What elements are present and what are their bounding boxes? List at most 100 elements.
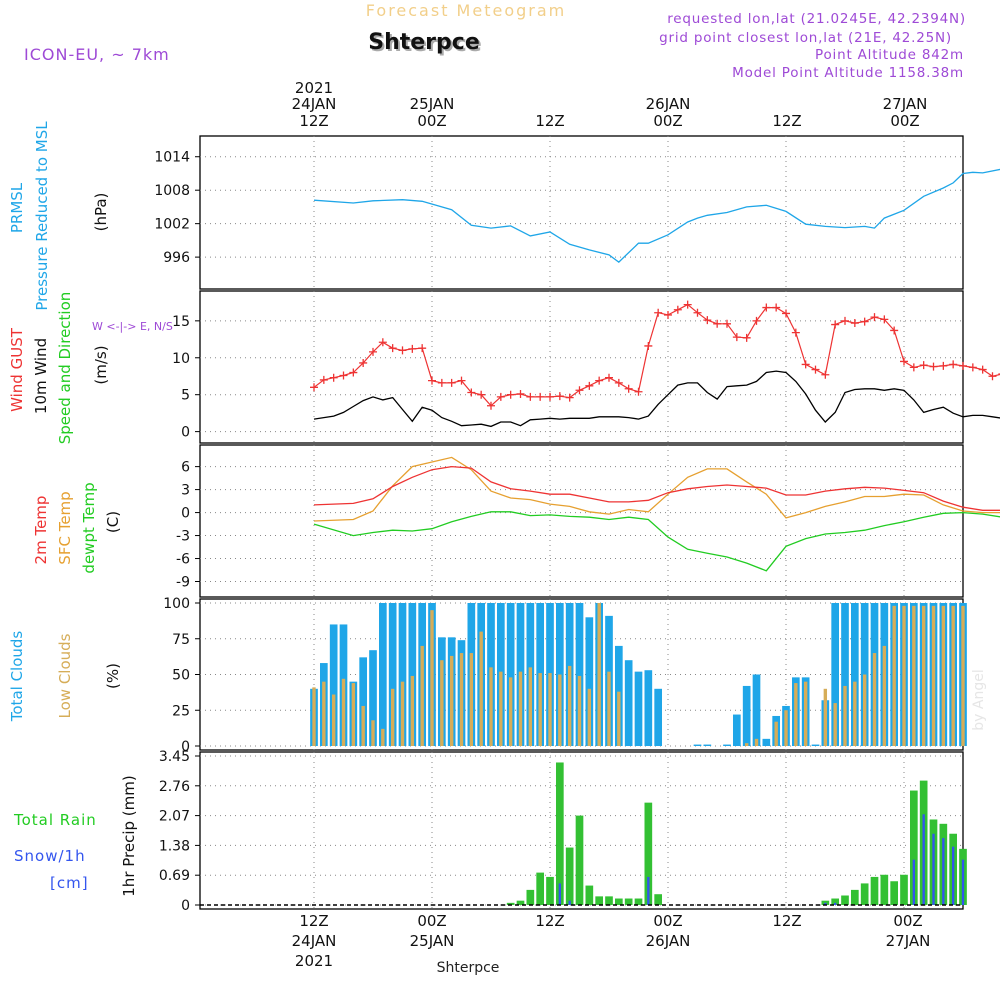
gust-marker — [890, 326, 899, 335]
gust-marker — [506, 390, 515, 399]
gust-marker — [555, 392, 564, 401]
low-cloud-bar — [371, 720, 375, 746]
low-cloud-bar — [449, 655, 454, 746]
gust-marker — [732, 333, 741, 342]
low-cloud-bar — [410, 675, 415, 746]
total-cloud-bar — [388, 603, 397, 746]
low-cloud-bar — [440, 660, 444, 746]
snow-bar — [922, 814, 925, 905]
gust-marker — [703, 316, 712, 325]
pressure-label-0: PRMSL — [8, 182, 26, 233]
top-tick-2-line-0: 12Z — [535, 112, 564, 130]
low-cloud-bar — [912, 605, 916, 746]
gust-marker — [811, 365, 820, 374]
low-cloud-bar — [607, 671, 611, 746]
y-tick-label: 6 — [181, 460, 190, 476]
wind-ylabel: (m/s) — [92, 345, 110, 384]
snow-bar — [568, 900, 571, 905]
y-tick-label: 0.69 — [159, 868, 190, 884]
gust-marker — [418, 344, 427, 353]
rain-bar — [605, 896, 613, 905]
total-cloud-bar — [506, 603, 515, 746]
gust-marker — [644, 341, 653, 350]
rain-bar — [536, 872, 545, 905]
y-tick-label: 3.45 — [159, 749, 190, 765]
gust-marker — [614, 378, 623, 387]
pressure-line — [313, 168, 1000, 263]
gust-marker — [546, 392, 554, 401]
low-cloud-bar — [479, 631, 483, 746]
gust-marker — [782, 309, 790, 318]
rain-bar — [595, 896, 604, 905]
gust-marker — [919, 361, 928, 370]
rain-bar — [565, 847, 574, 905]
bottom-tick-0-line-0: 12Z — [299, 912, 328, 930]
total-cloud-bar — [703, 744, 712, 746]
low-cloud-bar — [558, 674, 562, 746]
plot-layer: 996 1002 1008 1014 0 5 10 15 -9 -6 -3 0 3 6 0 25 50 75 100… — [154, 135, 1000, 914]
low-cloud-bar — [587, 688, 592, 746]
bottom-tick-1-line-0: 00Z — [417, 912, 446, 930]
top-tick-1-line-0: 25JAN — [410, 95, 455, 113]
low-cloud-bar — [567, 665, 572, 746]
low-cloud-bar — [400, 681, 405, 746]
low-cloud-bar — [499, 671, 503, 746]
y-tick-label: 3 — [181, 483, 190, 499]
y-tick-label: 5 — [181, 388, 190, 404]
gust-marker — [605, 373, 613, 382]
gust-marker — [624, 384, 633, 393]
low-cloud-bar — [754, 738, 759, 746]
gust-marker — [536, 392, 545, 401]
y-tick-label: 0 — [181, 739, 190, 755]
total-cloud-bar — [329, 624, 338, 746]
snow-bar — [932, 833, 935, 905]
total-cloud-bar — [398, 603, 407, 746]
low-cloud-bar — [390, 688, 395, 746]
gust-marker — [821, 370, 830, 379]
low-cloud-bar — [518, 671, 523, 746]
gust-marker — [349, 368, 358, 377]
top-tick-0-line-0: 2021 — [295, 79, 333, 97]
gust-marker — [752, 316, 761, 325]
rain-bar — [506, 902, 515, 905]
wind-label-2: Speed and Direction — [56, 292, 74, 445]
rain-bar — [555, 762, 564, 905]
gust-marker — [408, 344, 417, 353]
gust-marker — [939, 361, 948, 370]
rain-bar — [546, 876, 554, 905]
snow-bar — [912, 859, 915, 905]
gust-marker — [575, 386, 584, 395]
gust-marker — [683, 300, 692, 309]
rain-bar — [585, 885, 594, 905]
gust-marker — [457, 376, 466, 385]
gust-marker — [319, 375, 328, 384]
gust-marker — [959, 361, 967, 370]
low-cloud-bar — [420, 645, 424, 746]
total-cloud-bar — [634, 671, 643, 746]
point-altitude: Point Altitude 842m — [815, 47, 964, 63]
gust-marker — [565, 393, 574, 402]
gust-marker — [791, 328, 800, 337]
low-cloud-bar — [361, 705, 365, 746]
rain-bar — [880, 874, 889, 905]
gust-marker — [850, 319, 859, 328]
low-cloud-bar — [597, 603, 601, 746]
rain-bar — [909, 790, 918, 905]
total-cloud-bar — [644, 670, 653, 746]
low-cloud-bar — [430, 610, 434, 746]
temp-label-1: SFC Temp — [56, 491, 74, 564]
total-cloud-bar — [408, 603, 417, 746]
low-cloud-bar — [872, 653, 877, 746]
rain-bar — [900, 874, 908, 905]
rain-bar — [654, 894, 663, 905]
gust-marker — [398, 346, 407, 355]
top-tick-0-line-1: 24JAN — [292, 95, 337, 113]
rain-bar — [850, 889, 859, 905]
wind-label-1: 10m Wind — [32, 338, 50, 414]
y-tick-label: 1014 — [154, 150, 190, 166]
low-cloud-bar — [892, 605, 896, 746]
total-cloud-bar — [841, 603, 849, 746]
y-tick-label: -6 — [176, 552, 190, 568]
precip-label-unit: [cm] — [50, 874, 89, 892]
